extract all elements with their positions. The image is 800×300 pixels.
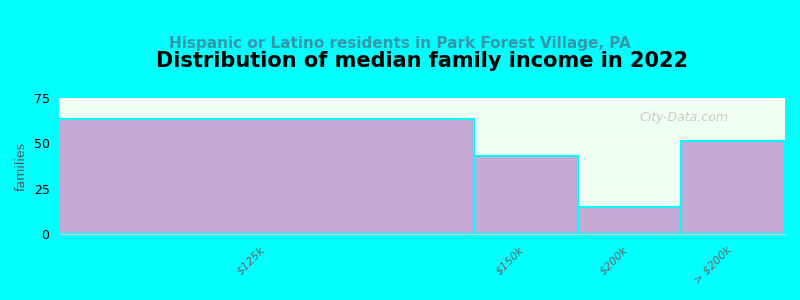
Y-axis label: families: families — [15, 141, 28, 190]
Bar — [682, 141, 785, 234]
Bar — [59, 119, 474, 234]
Bar — [474, 156, 578, 234]
Text: Hispanic or Latino residents in Park Forest Village, PA: Hispanic or Latino residents in Park For… — [169, 36, 631, 51]
Text: City-Data.com: City-Data.com — [640, 111, 729, 124]
Bar — [578, 207, 682, 234]
Title: Distribution of median family income in 2022: Distribution of median family income in … — [156, 51, 688, 71]
